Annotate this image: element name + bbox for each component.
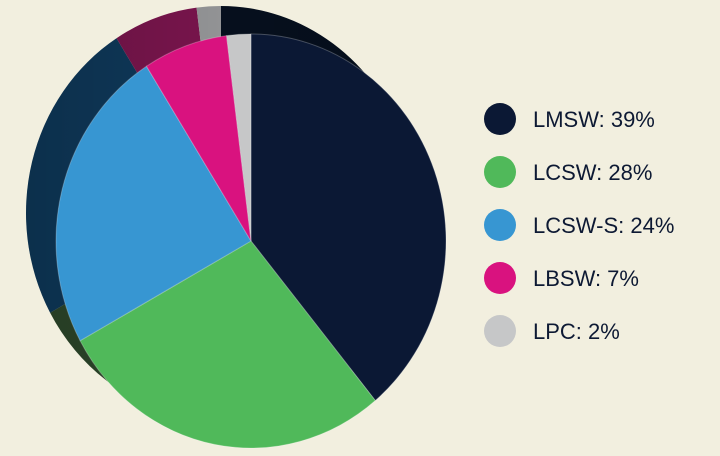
legend: LMSW: 39% LCSW: 28% LCSW-S: 24% LBSW: 7% LPC… [484, 103, 674, 347]
legend-item-lmsw: LMSW: 39% [484, 103, 655, 135]
legend-item-lbsw: LBSW: 7% [484, 262, 639, 294]
pie-slice-lcsw [79, 240, 376, 449]
legend-label: LPC: 2% [533, 319, 620, 344]
legend-swatch [484, 315, 516, 347]
legend-label: LCSW: 28% [533, 160, 652, 185]
legend-swatch [484, 103, 516, 135]
legend-item-lcsw-s: LCSW-S: 24% [484, 209, 674, 241]
pie-slices [55, 33, 447, 449]
pie-slice-lcsw-s [55, 65, 252, 342]
legend-swatch [484, 156, 516, 188]
legend-item-lcsw: LCSW: 28% [484, 156, 652, 188]
legend-swatch [484, 209, 516, 241]
legend-label: LBSW: 7% [533, 266, 639, 291]
legend-swatch [484, 262, 516, 294]
pie-slice-lpc [226, 33, 252, 242]
legend-label: LMSW: 39% [533, 107, 655, 132]
pie-slice-lmsw [250, 33, 447, 402]
legend-item-lpc: LPC: 2% [484, 315, 620, 347]
pie-slice-lbsw [145, 35, 252, 242]
legend-label: LCSW-S: 24% [533, 213, 674, 238]
